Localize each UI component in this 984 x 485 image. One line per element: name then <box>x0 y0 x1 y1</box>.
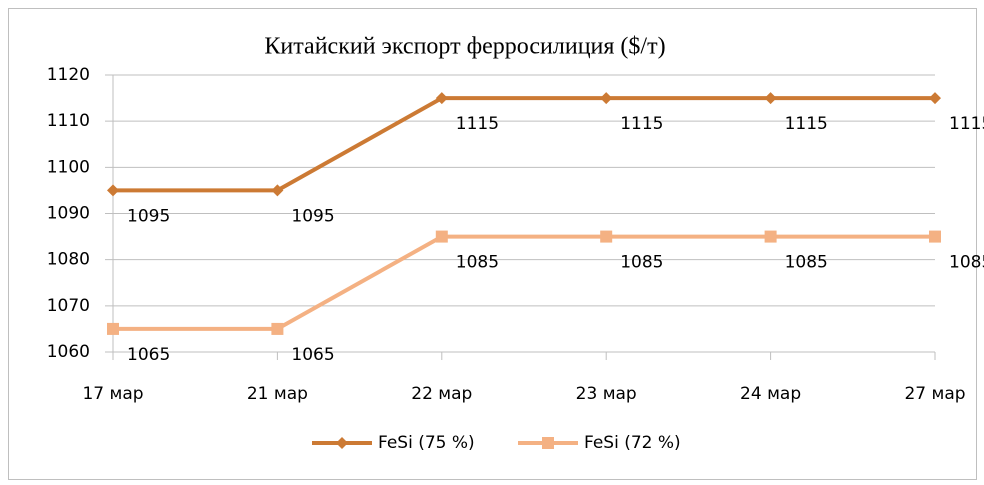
marker <box>764 92 777 105</box>
y-tick-label: 1060 <box>47 342 90 362</box>
marker <box>107 184 119 197</box>
chart-frame <box>8 8 977 480</box>
data-label: 1085 <box>456 253 499 273</box>
marker <box>271 184 284 197</box>
marker <box>764 230 777 243</box>
marker <box>107 322 119 335</box>
data-label: 1095 <box>291 206 334 226</box>
y-tick-label: 1110 <box>47 111 90 131</box>
data-label: 1095 <box>127 206 170 226</box>
series-line <box>113 234 935 331</box>
series-line <box>113 96 935 193</box>
x-tick-label: 27 мар <box>904 384 965 404</box>
legend-label: FeSi (72 %) <box>584 433 681 453</box>
marker <box>600 92 613 105</box>
data-label: 1085 <box>949 253 984 273</box>
data-label: 1115 <box>949 114 984 134</box>
data-label: 1115 <box>620 114 663 134</box>
data-label: 1115 <box>785 114 828 134</box>
y-tick-label: 1080 <box>47 250 90 270</box>
marker <box>600 230 613 243</box>
x-tick-label: 17 мар <box>82 384 143 404</box>
data-label: 1065 <box>127 345 170 365</box>
data-label: 1065 <box>291 345 334 365</box>
x-tick-label: 21 мар <box>247 384 308 404</box>
legend-label: FeSi (75 %) <box>378 433 475 453</box>
marker <box>435 230 448 243</box>
marker <box>929 230 941 243</box>
y-tick-label: 1120 <box>47 65 90 85</box>
x-tick-label: 24 мар <box>740 384 801 404</box>
x-tick-label: 22 мар <box>411 384 472 404</box>
y-tick-label: 1070 <box>47 296 90 316</box>
data-label: 1085 <box>620 253 663 273</box>
marker <box>435 92 448 105</box>
chart-title: Китайский экспорт ферросилиция ($/т) <box>264 34 665 60</box>
marker <box>542 437 554 449</box>
marker <box>271 322 284 335</box>
marker <box>336 437 348 449</box>
x-tick-label: 23 мар <box>576 384 637 404</box>
marker <box>929 92 941 105</box>
y-tick-label: 1090 <box>47 204 90 224</box>
data-label: 1085 <box>785 253 828 273</box>
data-label: 1115 <box>456 114 499 134</box>
y-tick-label: 1100 <box>47 157 90 177</box>
